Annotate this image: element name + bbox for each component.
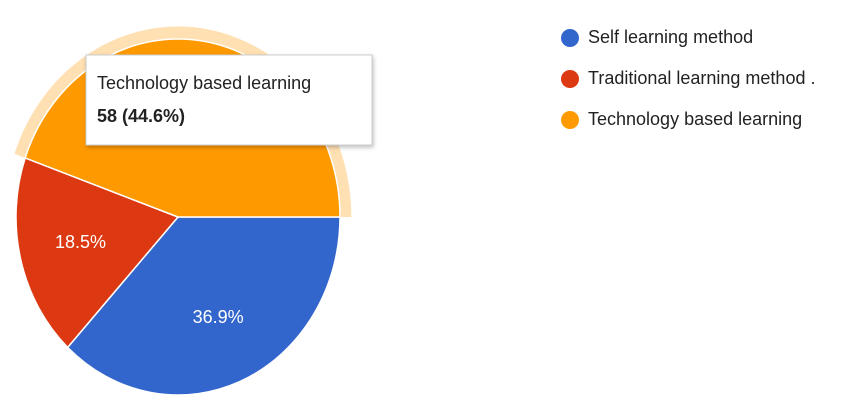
legend: Self learning method Traditional learning…: [561, 27, 815, 129]
tooltip-value: 58 (44.6%): [97, 106, 185, 126]
slice-label: 36.9%: [193, 307, 244, 327]
tooltip-title: Technology based learning: [97, 73, 311, 93]
legend-label: Technology based learning: [588, 109, 802, 129]
legend-label: Traditional learning method .: [588, 68, 815, 88]
slice-label: 18.5%: [55, 232, 106, 252]
legend-swatch: [561, 29, 579, 47]
legend-label: Self learning method: [588, 27, 753, 47]
legend-swatch: [561, 111, 579, 129]
legend-swatch: [561, 70, 579, 88]
slice: [15, 156, 180, 349]
slice: [66, 216, 341, 396]
tooltip: Technology based learning 58 (44.6%): [85, 54, 373, 146]
tooltip-box: [85, 54, 373, 146]
